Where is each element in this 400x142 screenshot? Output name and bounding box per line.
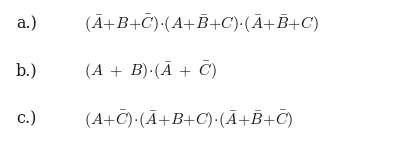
Text: $(\bar{A}\!+\!B\!+\!\bar{C})\!\cdot\!(A\!+\!\bar{B}\!+\!C)\!\cdot\!(\bar{A}\!+\!: $(\bar{A}\!+\!B\!+\!\bar{C})\!\cdot\!(A\… (84, 13, 319, 35)
Text: b.): b.) (16, 62, 38, 80)
Text: $(A\!+\!\bar{C})\!\cdot\!(\bar{A}\!+\!B\!+\!C)\!\cdot\!(\bar{A}\!+\!\bar{B}\!+\!: $(A\!+\!\bar{C})\!\cdot\!(\bar{A}\!+\!B\… (84, 108, 294, 130)
Text: c.): c.) (16, 111, 36, 128)
Text: $(A\ +\ B)\!\cdot\!(\bar{A}\ +\ \bar{C})$: $(A\ +\ B)\!\cdot\!(\bar{A}\ +\ \bar{C})… (84, 60, 217, 82)
Text: a.): a.) (16, 16, 37, 33)
